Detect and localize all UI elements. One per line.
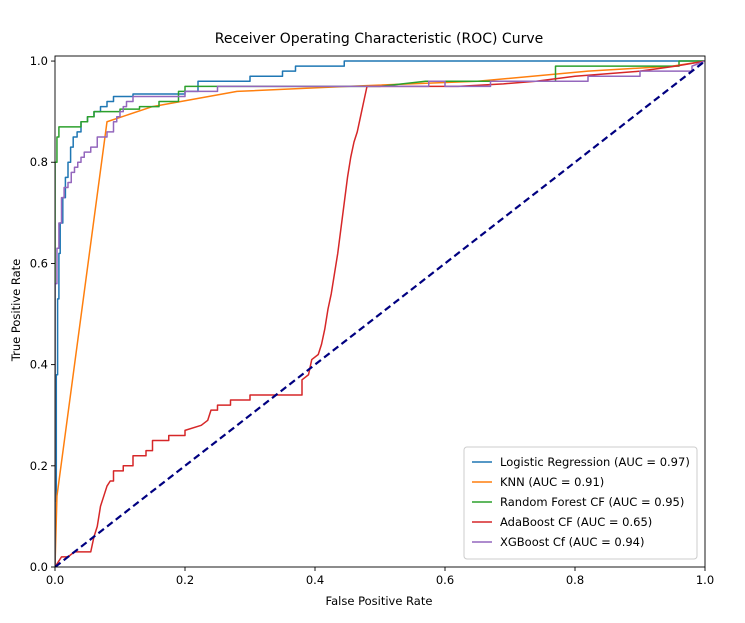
series-line-2: [55, 60, 705, 567]
series-lines: [55, 60, 705, 567]
series-line-3: [55, 60, 705, 567]
y-tick-label: 0.6: [30, 256, 48, 270]
legend-label-3: AdaBoost CF (AUC = 0.65): [500, 515, 652, 529]
series-line-4: [55, 60, 705, 567]
legend-label-0: Logistic Regression (AUC = 0.97): [500, 455, 690, 469]
series-line-1: [55, 60, 705, 567]
y-tick-label: 1.0: [30, 54, 48, 68]
legend-box: [463, 446, 698, 560]
x-tick-label: 0.6: [436, 573, 454, 587]
x-tick-label: 0.4: [306, 573, 324, 587]
x-tick-label: 1.0: [696, 573, 714, 587]
reference-diagonal-line: [55, 60, 705, 567]
chart-title: Receiver Operating Characteristic (ROC) …: [215, 31, 544, 47]
x-tick-label: 0.0: [46, 573, 64, 587]
legend-label-4: XGBoost Cf (AUC = 0.94): [500, 535, 644, 549]
axes-frame: [54, 55, 706, 568]
legend-label-2: Random Forest CF (AUC = 0.95): [500, 495, 684, 509]
legend: Logistic Regression (AUC = 0.97) KNN (AUC…: [463, 446, 698, 560]
x-axis-label: False Positive Rate: [326, 594, 433, 608]
y-tick-label: 0.2: [30, 459, 48, 473]
y-tick-label: 0.4: [30, 358, 48, 372]
y-axis-label: True Positive Rate: [9, 259, 23, 362]
x-tick-label: 0.2: [176, 573, 194, 587]
legend-label-1: KNN (AUC = 0.91): [500, 475, 604, 489]
plot-area: 0.0 0.2 0.4 0.6 0.8 1.0 0.0 0.2 0.4 0.6 0.8 1.0: [30, 54, 714, 587]
y-tick-label: 0.0: [30, 560, 48, 574]
y-tick-label: 0.8: [30, 155, 48, 169]
x-tick-label: 0.8: [566, 573, 584, 587]
